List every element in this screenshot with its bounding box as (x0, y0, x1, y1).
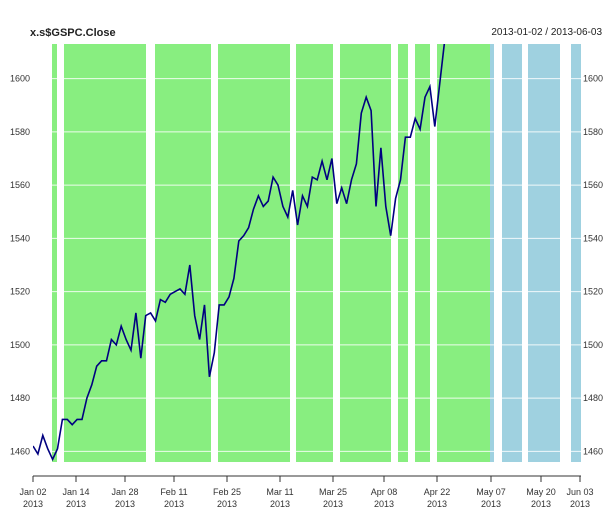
band (52, 44, 57, 462)
band (502, 44, 522, 462)
y-tick-label-right: 1600 (583, 74, 603, 84)
band (398, 44, 408, 462)
background-bands (52, 44, 581, 462)
x-tick-year: 2013 (427, 499, 447, 509)
y-tick-label-right: 1520 (583, 287, 603, 297)
band (155, 44, 211, 462)
y-tick-label-right: 1540 (583, 233, 603, 243)
y-axis-right: 1460 1480 1500 1520 1540 1560 1580 1600 (583, 74, 603, 457)
band (218, 44, 290, 462)
x-tick-date: Feb 11 (160, 487, 187, 497)
band (528, 44, 560, 462)
x-tick-year: 2013 (531, 499, 551, 509)
y-tick-label-right: 1460 (583, 446, 603, 456)
x-tick-date: Jun 03 (566, 487, 593, 497)
y-tick-label-right: 1500 (583, 340, 603, 350)
band (571, 44, 581, 462)
y-tick-label-right: 1480 (583, 393, 603, 403)
y-tick-label-left: 1540 (10, 233, 30, 243)
x-tick-date: May 20 (526, 487, 556, 497)
x-tick-year: 2013 (481, 499, 501, 509)
date-range-label: 2013-01-02 / 2013-06-03 (491, 27, 602, 38)
x-tick-year: 2013 (66, 499, 86, 509)
x-tick-date: Apr 08 (371, 487, 398, 497)
band (340, 44, 391, 462)
x-tick-year: 2013 (374, 499, 394, 509)
band (490, 44, 494, 462)
y-tick-label-left: 1500 (10, 340, 30, 350)
x-tick-year: 2013 (270, 499, 290, 509)
grid-lines (33, 78, 581, 452)
x-tick-year: 2013 (164, 499, 184, 509)
y-tick-label-left: 1520 (10, 287, 30, 297)
band (415, 44, 430, 462)
x-tick-date: Jan 14 (62, 487, 89, 497)
x-tick-date: Feb 25 (213, 487, 241, 497)
y-tick-label-left: 1580 (10, 127, 30, 137)
y-tick-label-left: 1600 (10, 74, 30, 84)
x-tick-date: May 07 (476, 487, 506, 497)
series-line-group (33, 44, 446, 462)
y-tick-label-left: 1460 (10, 446, 30, 456)
y-tick-label-right: 1560 (583, 180, 603, 190)
x-tick-year: 2013 (23, 499, 43, 509)
x-tick-date: Jan 28 (111, 487, 138, 497)
x-tick-date: Mar 11 (266, 487, 293, 497)
x-tick-date: Jan 02 (19, 487, 46, 497)
band (437, 44, 490, 462)
x-tick-year: 2013 (570, 499, 590, 509)
y-tick-label-left: 1480 (10, 393, 30, 403)
x-tick-date: Apr 22 (424, 487, 451, 497)
y-tick-label-right: 1580 (583, 127, 603, 137)
x-tick-year: 2013 (115, 499, 135, 509)
band (64, 44, 146, 462)
y-tick-label-left: 1560 (10, 180, 30, 190)
x-tick-date: Mar 25 (319, 487, 347, 497)
series-line (33, 44, 446, 462)
y-axis-left: 1460 1480 1500 1520 1540 1560 1580 1600 (10, 74, 30, 457)
chart-title: x.s$GSPC.Close (30, 27, 116, 39)
band (296, 44, 333, 462)
x-axis: Jan 02 2013 Jan 14 2013 Jan 28 2013 Feb 11 2013… (19, 475, 594, 509)
x-tick-year: 2013 (323, 499, 343, 509)
x-tick-year: 2013 (217, 499, 237, 509)
